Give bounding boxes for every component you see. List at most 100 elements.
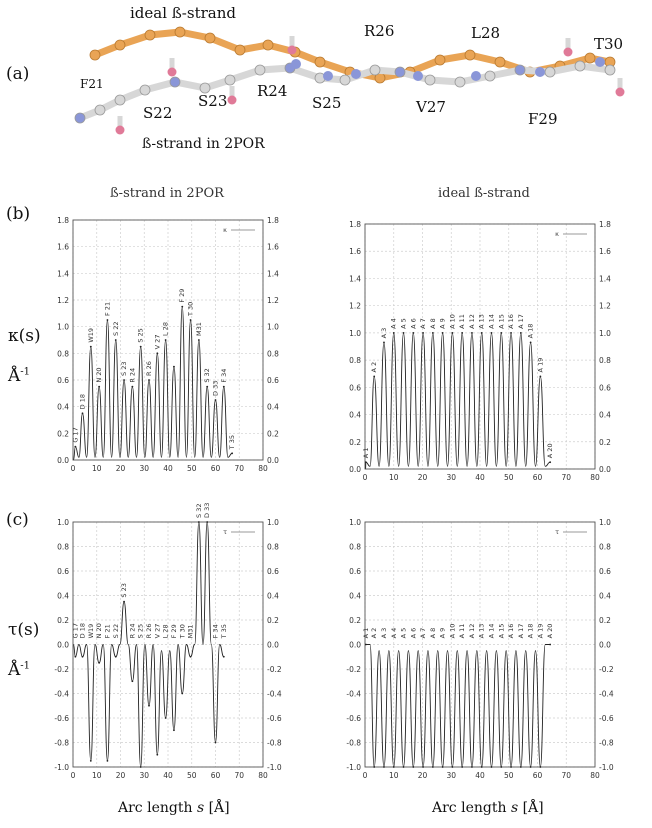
y-tick-label-right: 0.4 <box>267 592 279 601</box>
y-tick-label-right: 0.6 <box>267 376 279 385</box>
data-point <box>114 655 117 658</box>
peak-label: S 32 <box>195 504 203 518</box>
por-atom <box>94 104 106 116</box>
peak-label: A 4 <box>390 628 398 639</box>
por-atom <box>114 94 126 106</box>
data-point <box>471 331 473 334</box>
ideal-atom <box>262 39 274 51</box>
residue-label: L28 <box>471 24 501 42</box>
data-point <box>164 339 167 341</box>
peak-label: N 20 <box>95 623 103 638</box>
y-tick-label-right: 1.8 <box>599 220 611 229</box>
molecule-illustration <box>74 26 625 135</box>
por-atom <box>224 74 236 86</box>
residue-label: S25 <box>312 94 342 112</box>
tau-unit: Å <box>8 660 21 680</box>
y-tick-label-left: -0.8 <box>346 739 361 748</box>
x-tick-label: 70 <box>234 771 244 780</box>
peak-label: A 20 <box>546 443 554 458</box>
data-point <box>173 729 175 732</box>
legend-label: τ <box>555 528 559 536</box>
y-tick-label-left: 1.4 <box>57 269 69 278</box>
data-point <box>139 345 142 348</box>
por-atom <box>254 64 266 76</box>
peak-label: R 26 <box>145 624 153 639</box>
x-tick-label: 0 <box>363 771 368 780</box>
x-tick-label: 70 <box>234 464 244 473</box>
y-tick-label-right: -0.2 <box>599 665 614 674</box>
peak-label: F 34 <box>220 369 228 383</box>
kappa-2por-chart: 0 10 20 30 40 50 60 70 800.0 0.00.2 0.20.4 0.40.6 0.… <box>57 216 279 473</box>
data-point <box>471 766 473 768</box>
y-tick-label-left: -0.2 <box>346 665 361 674</box>
y-tick-label-left: 0.4 <box>349 411 361 420</box>
ideal-atom <box>464 49 476 61</box>
data-point <box>148 704 150 707</box>
peak-label: F 21 <box>103 302 111 316</box>
right-column-title: ideal ß-strand <box>438 186 530 201</box>
peak-label: A 15 <box>497 314 505 329</box>
peak-label: F 34 <box>212 624 220 638</box>
y-tick-label-left: -1.0 <box>54 763 69 772</box>
panel-b-letter: (b) <box>6 204 31 224</box>
data-point <box>451 766 454 768</box>
peak-label: S 25 <box>137 624 145 638</box>
peak-label: A 14 <box>488 314 496 329</box>
tau-ideal-chart: 0 10 20 30 40 50 60 70 80-1.0 -1.0-0.8 -0.8-0.6 -0.… <box>346 518 614 780</box>
x-tick-label: 50 <box>187 771 197 780</box>
peak-label: T 30 <box>187 302 195 317</box>
y-tick-label-right: 1.2 <box>599 302 611 311</box>
peak-label: A 1 <box>362 448 370 459</box>
x-tick-label: 0 <box>363 473 368 482</box>
nitrogen-atom <box>535 67 545 77</box>
kappa-unit-label: Å-1 <box>8 366 30 386</box>
peak-label: R 24 <box>128 624 136 639</box>
data-point <box>539 766 542 768</box>
nitrogen-atom <box>291 59 301 69</box>
y-tick-label-left: 0.4 <box>57 592 69 601</box>
peak-label: A 11 <box>458 624 466 639</box>
y-tick-label-left: 0.2 <box>57 616 69 625</box>
x-tick-label: 0 <box>71 771 76 780</box>
x-axis-label-right: Arc length s [Å] <box>432 800 544 816</box>
peak-label: A 6 <box>409 628 417 639</box>
por-atom <box>139 84 151 96</box>
peak-label: W19 <box>87 328 95 343</box>
kappa-ideal-chart: 0 10 20 30 40 50 60 70 800.0 0.00.2 0.20.4 0.40.6 0.… <box>349 220 611 482</box>
data-point <box>422 766 424 768</box>
ideal-atom <box>174 26 186 38</box>
x-tick-label: 20 <box>116 464 126 473</box>
plot-frame <box>72 521 264 768</box>
plot-frame <box>72 219 264 461</box>
nitrogen-atom <box>413 71 423 81</box>
x-tick-label: 60 <box>533 771 543 780</box>
y-tick-label-right: 0.4 <box>599 592 611 601</box>
y-tick-label-right: -0.8 <box>599 739 614 748</box>
data-point <box>89 345 92 348</box>
peak-label: A 8 <box>429 318 437 329</box>
y-tick-label-right: 1.0 <box>599 518 611 527</box>
data-point <box>81 412 84 415</box>
peak-label: A 14 <box>488 624 496 639</box>
y-tick-label-left: 0.8 <box>57 543 69 552</box>
x-tick-label: 40 <box>475 473 485 482</box>
y-tick-label-right: -0.6 <box>599 714 614 723</box>
peak-label: D 18 <box>79 623 87 638</box>
data-point <box>529 341 532 344</box>
data-point <box>89 759 92 762</box>
peak-label: A 17 <box>517 314 525 329</box>
peak-label: D 33 <box>212 381 220 396</box>
data-point <box>383 341 385 344</box>
peak-label: A 4 <box>390 318 398 329</box>
x-tick-label: 30 <box>139 771 149 780</box>
data-point <box>197 339 200 341</box>
peak-label: A 2 <box>370 628 378 639</box>
y-tick-label-right: 1.8 <box>267 216 279 225</box>
por-atom <box>454 76 466 88</box>
peak-label: F 21 <box>103 624 111 638</box>
y-tick-label-left: 0.6 <box>349 383 361 392</box>
xlab-prefix: Arc length <box>118 800 197 816</box>
oxygen-atom <box>287 45 297 55</box>
por-strand-label: ß-strand in 2POR <box>142 136 265 152</box>
ideal-atom <box>89 49 101 61</box>
